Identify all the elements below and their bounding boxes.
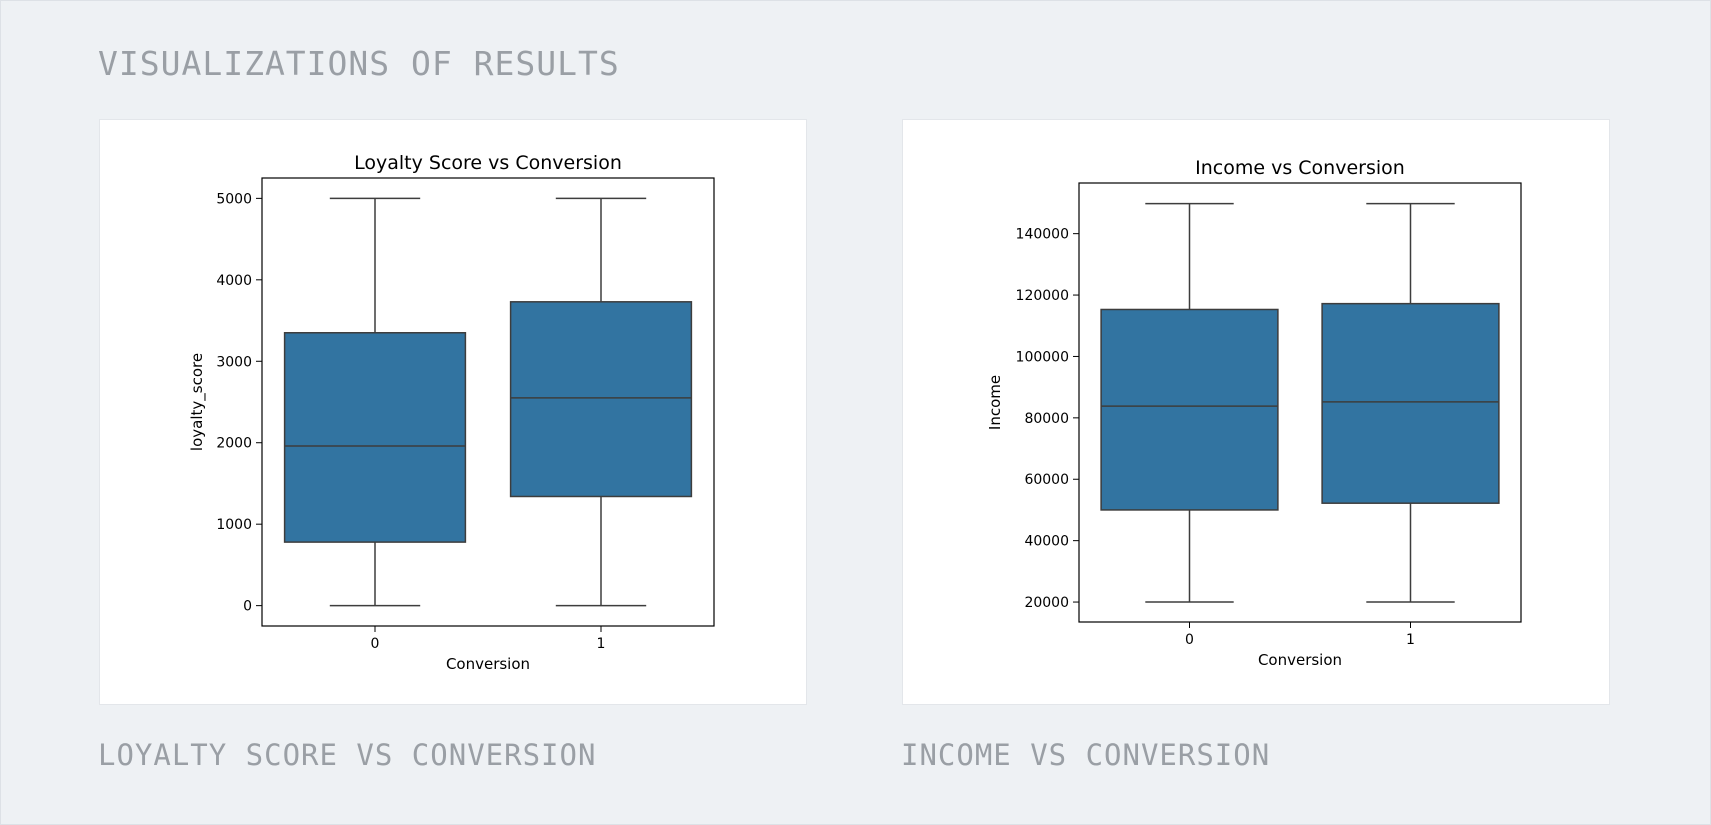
plot-frame [261,177,715,627]
y-tick-label: 0 [243,599,252,615]
income-boxplot: Income vs Conversion 20000 40000 60000 80000… [986,157,1522,669]
chart-card-income: Income vs Conversion 20000 40000 60000 80000… [902,119,1610,705]
y-tick-label: 120000 [1016,288,1069,304]
chart-title: Income vs Conversion [1195,157,1405,179]
y-tick-label: 4000 [216,273,252,289]
y-tick-label: 40000 [1024,534,1069,550]
chart-title: Loyalty Score vs Conversion [354,152,622,174]
page-title: VISUALIZATIONS OF RESULTS [98,44,620,83]
caption-loyalty: LOYALTY SCORE VS CONVERSION [98,738,597,772]
y-tick-label: 1000 [216,517,252,533]
x-tick-label: 0 [371,636,380,652]
y-tick-label: 140000 [1016,227,1069,243]
y-axis-label: Income [986,375,1004,430]
y-tick-label: 20000 [1024,595,1069,611]
y-tick-label: 60000 [1024,472,1069,488]
box-iqr-0 [1100,308,1279,511]
x-tick-label: 1 [1406,632,1415,648]
y-tick-label: 3000 [216,354,252,370]
x-axis-label: Conversion [1258,651,1342,669]
y-tick-label: 2000 [216,436,252,452]
y-axis-label: loyalty_score [188,353,207,451]
caption-income: INCOME VS CONVERSION [901,738,1271,772]
x-axis-label: Conversion [446,655,530,673]
chart-card-loyalty: Loyalty Score vs Conversion 0 1000 2000 3000… [99,119,807,705]
box-iqr-1 [1321,302,1500,504]
plot-frame [1078,182,1522,623]
box-iqr-0 [283,332,467,543]
y-tick-label: 100000 [1016,349,1069,365]
y-tick-label: 80000 [1024,411,1069,427]
x-tick-label: 0 [1185,632,1194,648]
y-tick-label: 5000 [216,191,252,207]
x-tick-label: 1 [597,636,606,652]
loyalty-boxplot: Loyalty Score vs Conversion 0 1000 2000 3000… [188,152,715,673]
box-iqr-1 [509,301,693,498]
